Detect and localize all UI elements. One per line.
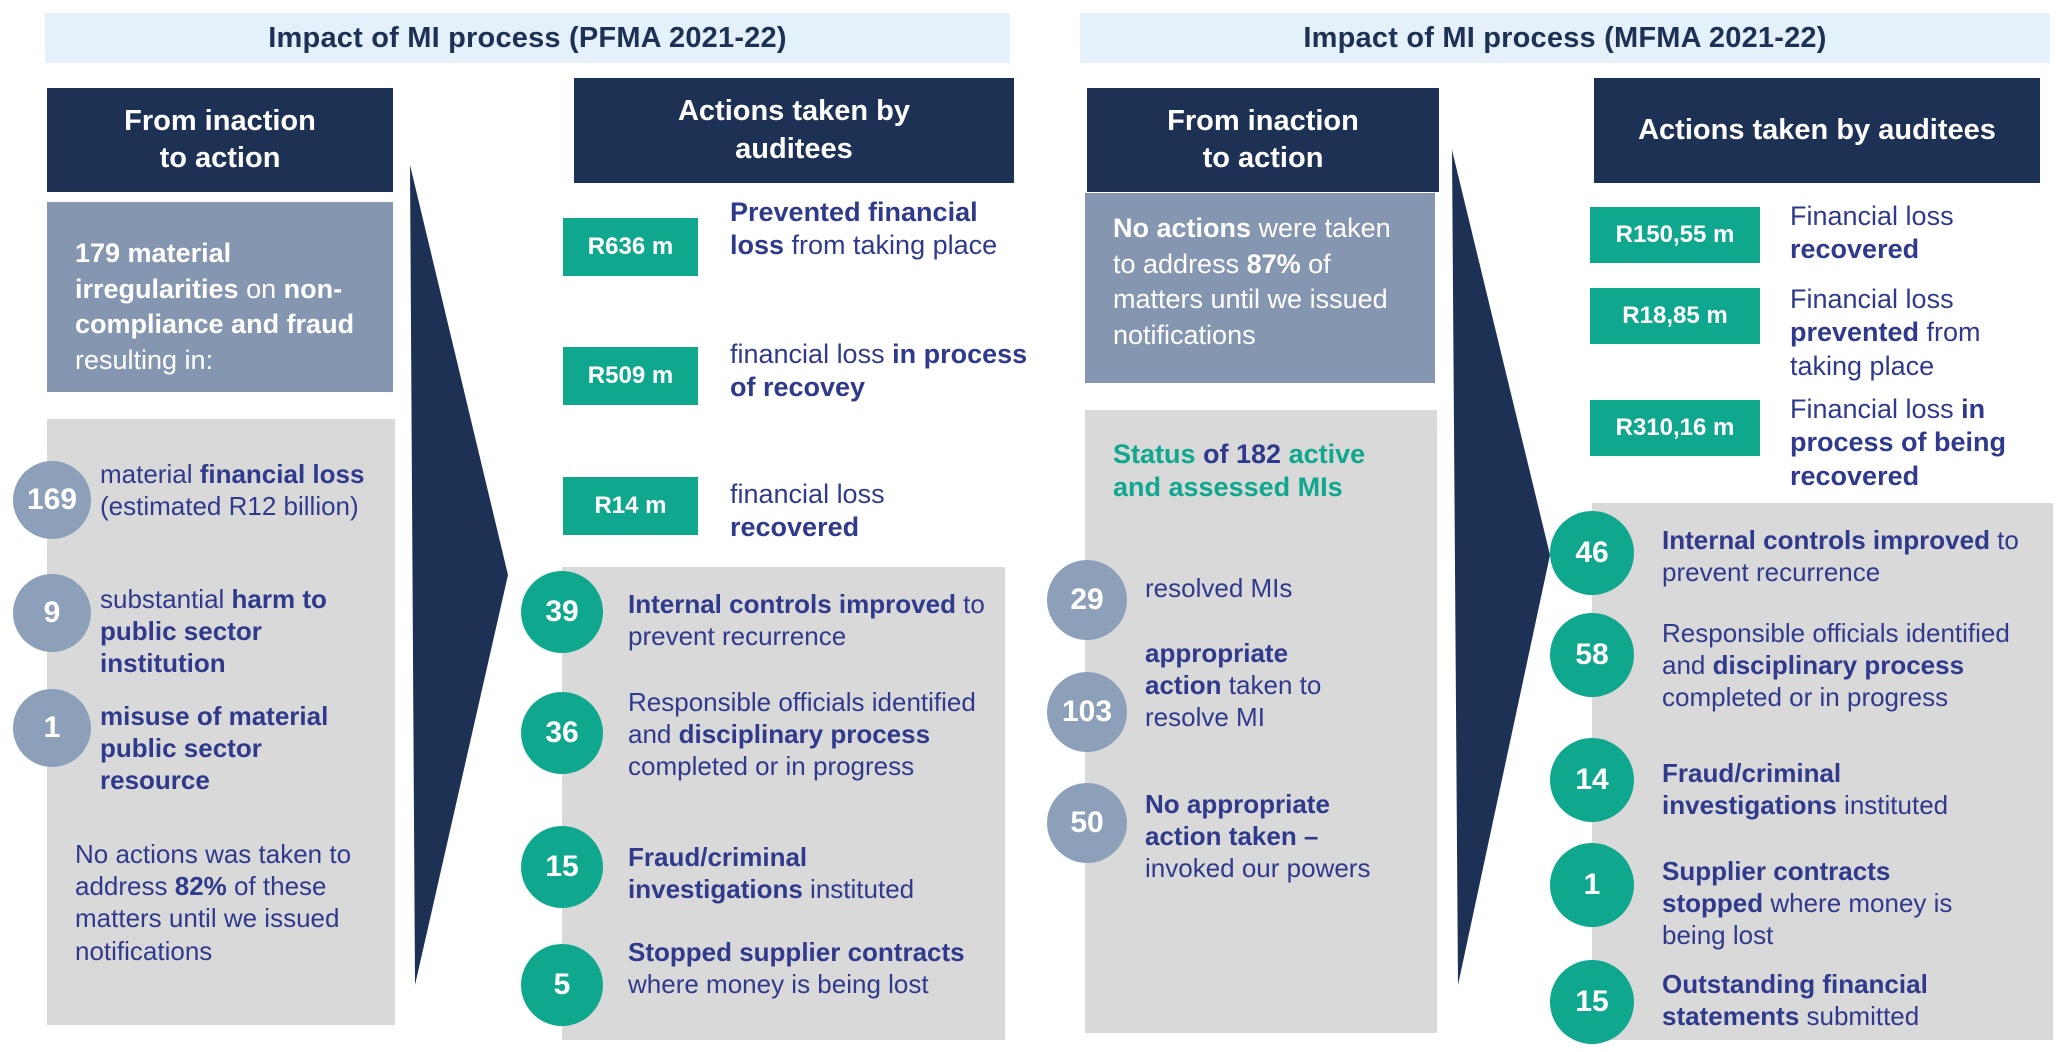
- mfma-action-count: 15: [1575, 985, 1609, 1018]
- mfma-amount-label: Financial loss in process of being recov…: [1790, 394, 2007, 491]
- mfma-summary-text: No actions were taken to address 87% of …: [1113, 213, 1391, 350]
- pfma-summary-text: 179 material irregularities on non-compl…: [75, 238, 355, 375]
- mfma-status-heading: Status of 182 active and assessed MIs: [1113, 439, 1366, 503]
- mfma-amount-label: Financial loss recovered: [1790, 201, 1954, 265]
- pfma-action-count-circle: 15: [521, 826, 603, 908]
- mfma-status-count: 50: [1070, 806, 1104, 839]
- pfma-action-label: Fraud/criminal investigations instituted: [628, 842, 915, 905]
- mfma-actions-header-box: Actions taken by auditees: [1594, 78, 2040, 183]
- mfma-amount-chip: R150,55 m: [1590, 207, 1760, 263]
- mfma-status-label: appropriate action taken to resolve MI: [1145, 638, 1322, 733]
- mfma-actions-header-line: Actions taken by auditees: [1638, 113, 1996, 146]
- mfma-action-label: Internal controls improved to prevent re…: [1662, 525, 2019, 588]
- pfma-amount-label: financial loss recovered: [730, 479, 885, 543]
- pfma-actions-list-box: [562, 567, 1005, 1040]
- pfma-impact-count: 1: [43, 711, 61, 744]
- mfma-action-count-circle: 15: [1550, 960, 1634, 1044]
- mfma-amount-value: R18,85 m: [1622, 302, 1728, 329]
- pfma-impact-label: material financial loss (estimated R12 b…: [100, 459, 365, 522]
- pfma-amount-label: Prevented financial loss from taking pla…: [730, 197, 998, 261]
- mfma-status-label: No appropriate action taken – invoked ou…: [1145, 789, 1371, 884]
- mfma-amount-value: R150,55 m: [1615, 221, 1735, 248]
- mfma-status-count: 103: [1061, 695, 1113, 728]
- mfma-status-count-circle: 29: [1047, 560, 1127, 640]
- pfma-actions-header-line: auditees: [735, 132, 853, 165]
- pfma-action-count-circle: 36: [521, 692, 603, 774]
- pfma-amount-value: R636 m: [587, 233, 674, 260]
- mfma-amount-label: Financial loss prevented from taking pla…: [1790, 284, 1981, 381]
- mfma-summary-box: No actions were taken to address 87% of …: [1085, 193, 1435, 383]
- pfma-amount-chip: R636 m: [563, 218, 698, 276]
- mfma-title-band: Impact of MI process (MFMA 2021-22): [1080, 13, 2050, 63]
- mfma-action-count: 58: [1575, 638, 1609, 671]
- mfma-title: Impact of MI process (MFMA 2021-22): [1303, 21, 1827, 54]
- pfma-action-count: 39: [545, 595, 579, 628]
- pfma-amount-chip: R509 m: [563, 347, 698, 405]
- pfma-title: Impact of MI process (PFMA 2021-22): [268, 21, 787, 54]
- mfma-action-count-circle: 14: [1550, 738, 1634, 822]
- mfma-action-label: Responsible officials identified and dis…: [1662, 618, 2010, 713]
- pfma-amount-value: R509 m: [587, 362, 674, 389]
- mfma-amount-value: R310,16 m: [1615, 414, 1735, 441]
- mfma-inaction-header-line: to action: [1202, 142, 1324, 174]
- pfma-footnote: No actions was taken to address 82% of t…: [75, 839, 352, 966]
- mfma-action-label: Supplier contracts stopped where money i…: [1662, 856, 1953, 951]
- pfma-inaction-header-line: to action: [159, 142, 281, 174]
- pfma-impact-count: 9: [43, 596, 61, 629]
- pfma-title-band: Impact of MI process (PFMA 2021-22): [45, 13, 1010, 63]
- pfma-impact-label: substantial harm to public sector instit…: [100, 584, 327, 679]
- pfma-impact-count-circle: 169: [13, 461, 91, 539]
- mfma-action-count: 1: [1583, 868, 1601, 901]
- pfma-impact-count: 169: [26, 483, 78, 516]
- mfma-amount-chip: R18,85 m: [1590, 288, 1760, 344]
- mfma-action-label: Fraud/criminal investigations instituted: [1662, 758, 1949, 821]
- mfma-status-list-box: [1085, 410, 1437, 1033]
- pfma-impact-label: misuse of material public sector resourc…: [100, 701, 329, 796]
- pfma-impact-count-circle: 1: [13, 689, 91, 767]
- pfma-amount-value: R14 m: [594, 492, 667, 519]
- pfma-impact-list-box: [47, 419, 395, 1025]
- mfma-action-count-circle: 46: [1550, 511, 1634, 595]
- pfma-action-label: Responsible officials identified and dis…: [628, 687, 976, 782]
- mfma-action-count: 14: [1575, 763, 1609, 796]
- flow-arrow-mfma-icon: [1452, 150, 1550, 985]
- pfma-actions-header-line: Actions taken by: [677, 95, 911, 128]
- pfma-summary-box: 179 material irregularities on non-compl…: [47, 202, 393, 392]
- mfma-status-count-circle: 50: [1047, 783, 1127, 863]
- mfma-inaction-header-box: From inaction to action: [1087, 88, 1439, 192]
- mfma-action-count: 46: [1575, 536, 1609, 569]
- pfma-inaction-header-line: From inaction: [124, 104, 316, 137]
- pfma-action-count: 15: [545, 850, 579, 883]
- pfma-amount-label: financial loss in process of recovey: [730, 339, 1028, 403]
- pfma-impact-count-circle: 9: [13, 574, 91, 652]
- mfma-amount-chip: R310,16 m: [1590, 400, 1760, 456]
- pfma-action-count: 5: [553, 968, 571, 1001]
- mfma-status-label: resolved MIs: [1145, 573, 1293, 603]
- pfma-actions-header-box: Actions taken by auditees: [574, 78, 1014, 183]
- pfma-action-count: 36: [545, 716, 579, 749]
- mfma-inaction-header-line: From inaction: [1167, 104, 1359, 137]
- pfma-action-count-circle: 39: [521, 571, 603, 653]
- mfma-action-count-circle: 1: [1550, 843, 1634, 927]
- pfma-action-label: Stopped supplier contracts where money i…: [628, 937, 965, 1000]
- mfma-status-count-circle: 103: [1047, 672, 1127, 752]
- pfma-inaction-header-box: From inaction to action: [47, 88, 393, 192]
- mfma-actions-list-box: [1592, 503, 2053, 1040]
- flow-arrow-pfma-icon: [410, 165, 508, 985]
- mfma-status-count: 29: [1070, 583, 1104, 616]
- pfma-amount-chip: R14 m: [563, 477, 698, 535]
- pfma-action-label: Internal controls improved to prevent re…: [628, 589, 985, 652]
- pfma-action-count-circle: 5: [521, 944, 603, 1026]
- mfma-action-label: Outstanding financial statements submitt…: [1662, 969, 1928, 1032]
- mfma-action-count-circle: 58: [1550, 613, 1634, 697]
